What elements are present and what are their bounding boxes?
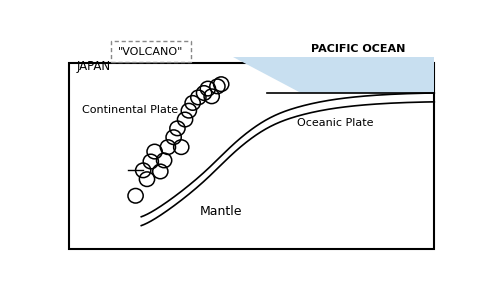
FancyBboxPatch shape xyxy=(111,41,191,62)
Text: Mantle: Mantle xyxy=(200,205,243,218)
Text: Continental Plate: Continental Plate xyxy=(82,104,178,115)
Text: PACIFIC OCEAN: PACIFIC OCEAN xyxy=(311,44,406,54)
Polygon shape xyxy=(233,57,434,93)
Text: "VOLCANO": "VOLCANO" xyxy=(118,46,184,57)
Text: Oceanic Plate: Oceanic Plate xyxy=(297,118,374,128)
Text: JAPAN: JAPAN xyxy=(77,60,111,73)
Bar xyxy=(69,63,434,249)
